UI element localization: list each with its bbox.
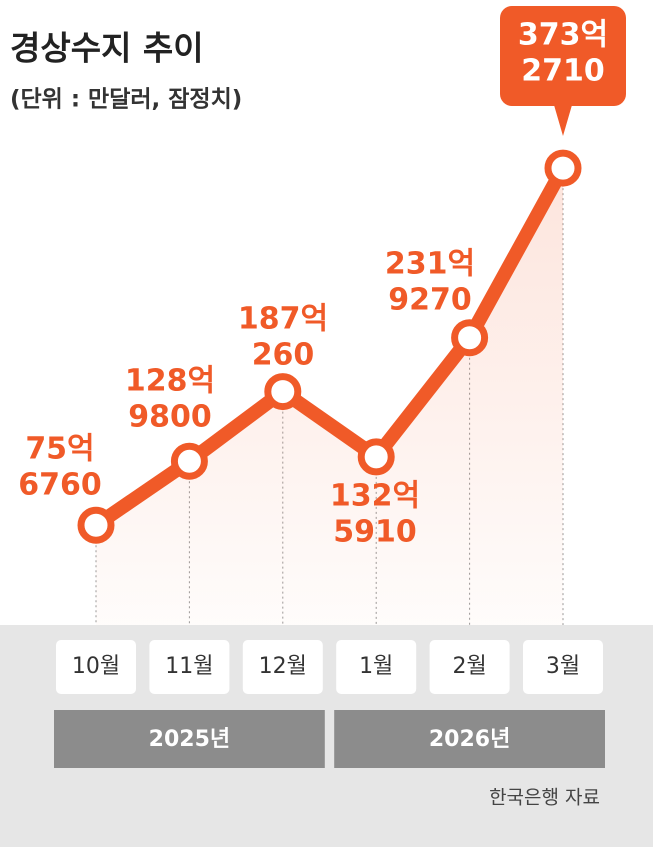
value-label: 5910	[333, 515, 417, 550]
value-label: 9270	[388, 283, 472, 318]
chart-subtitle: (단위 : 만달러, 잠정치)	[10, 87, 242, 113]
year-label: 2026년	[429, 727, 510, 752]
x-tick-label: 10월	[72, 654, 120, 679]
category-box	[429, 640, 510, 694]
callout-box	[500, 6, 626, 106]
x-tick-label: 2월	[452, 654, 486, 679]
value-label: 260	[252, 338, 315, 373]
chart-title: 경상수지 추이	[10, 29, 204, 68]
category-box	[242, 640, 323, 694]
year-bar	[54, 710, 325, 768]
category-box	[336, 640, 417, 694]
x-tick-label: 11월	[165, 654, 213, 679]
year-label: 2025년	[149, 727, 230, 752]
source: 한국은행 자료	[489, 787, 600, 809]
value-label: 373억	[518, 18, 608, 53]
value-label: 132억	[330, 479, 420, 514]
value-label: 9800	[128, 400, 212, 435]
category-box	[56, 640, 136, 694]
point	[544, 149, 582, 187]
point	[77, 506, 115, 544]
x-tick-label: 3월	[546, 654, 580, 679]
point	[357, 438, 395, 476]
x-tick-label: 1월	[359, 654, 393, 679]
area	[96, 168, 563, 625]
value-label: 231억	[385, 247, 475, 282]
value-label: 2710	[521, 54, 605, 89]
value-label: 187억	[238, 302, 328, 337]
point	[264, 373, 302, 411]
value-label: 128억	[125, 364, 215, 399]
category-box	[523, 640, 603, 694]
value-label: 75억	[25, 432, 94, 467]
line	[92, 164, 570, 531]
point	[451, 319, 489, 357]
value-label: 6760	[18, 468, 102, 503]
callout-pointer	[554, 105, 572, 136]
x-tick-label: 12월	[259, 654, 307, 679]
category-box	[149, 640, 230, 694]
year-bar	[334, 710, 605, 768]
point	[170, 442, 208, 480]
